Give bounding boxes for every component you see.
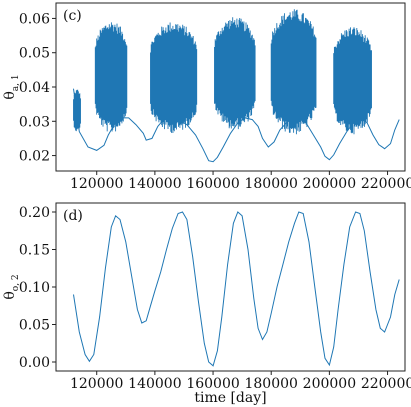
x-tick-label: 220000: [361, 376, 411, 392]
oscillation-band-2: [94, 22, 128, 132]
x-tick-label: 140000: [128, 176, 181, 192]
oscillation-band-6: [333, 27, 372, 135]
y-tick-label: 0.00: [19, 355, 50, 371]
x-tick-label: 160000: [186, 376, 239, 392]
panel-label: (c): [63, 8, 82, 24]
x-tick-label: 120000: [70, 176, 123, 192]
y-tick-label: 0.05: [19, 46, 50, 62]
x-tick-label: 180000: [244, 176, 297, 192]
x-tick-label: 140000: [128, 376, 181, 392]
oscillation-band-4: [214, 17, 256, 130]
x-tick-label: 200000: [303, 376, 356, 392]
y-tick-label: 0.10: [19, 280, 50, 296]
oscillation-band-1: [73, 89, 81, 132]
panel-label: (d): [63, 208, 83, 224]
y-tick-label: 0.20: [19, 205, 50, 221]
y-axis-label: θa, 1: [2, 74, 21, 99]
x-tick-label: 180000: [244, 376, 297, 392]
y-tick-label: 0.06: [19, 11, 50, 27]
y-tick-label: 0.04: [19, 80, 50, 96]
x-tick-label: 120000: [70, 376, 123, 392]
panel-d: 120000 140000 160000 180000 200000 220000 0.00…: [2, 202, 411, 406]
y-axis-label: θo, 2: [2, 274, 21, 299]
series-line: [73, 211, 400, 367]
plot-frame: [55, 202, 406, 372]
x-tick-label: 220000: [361, 176, 411, 192]
x-tick-label: 160000: [186, 176, 239, 192]
oscillation-band-5: [270, 9, 317, 135]
y-tick-label: 0.15: [19, 243, 50, 259]
x-axis-label: time [day]: [194, 390, 266, 406]
panel-c: 120000 140000 160000 180000 200000 220000 0.02…: [2, 2, 411, 192]
y-tick-label: 0.03: [19, 114, 50, 130]
y-tick-label: 0.05: [19, 318, 50, 334]
x-tick-label: 200000: [303, 176, 356, 192]
y-tick-label: 0.02: [19, 149, 50, 165]
oscillation-band-3: [150, 22, 198, 133]
